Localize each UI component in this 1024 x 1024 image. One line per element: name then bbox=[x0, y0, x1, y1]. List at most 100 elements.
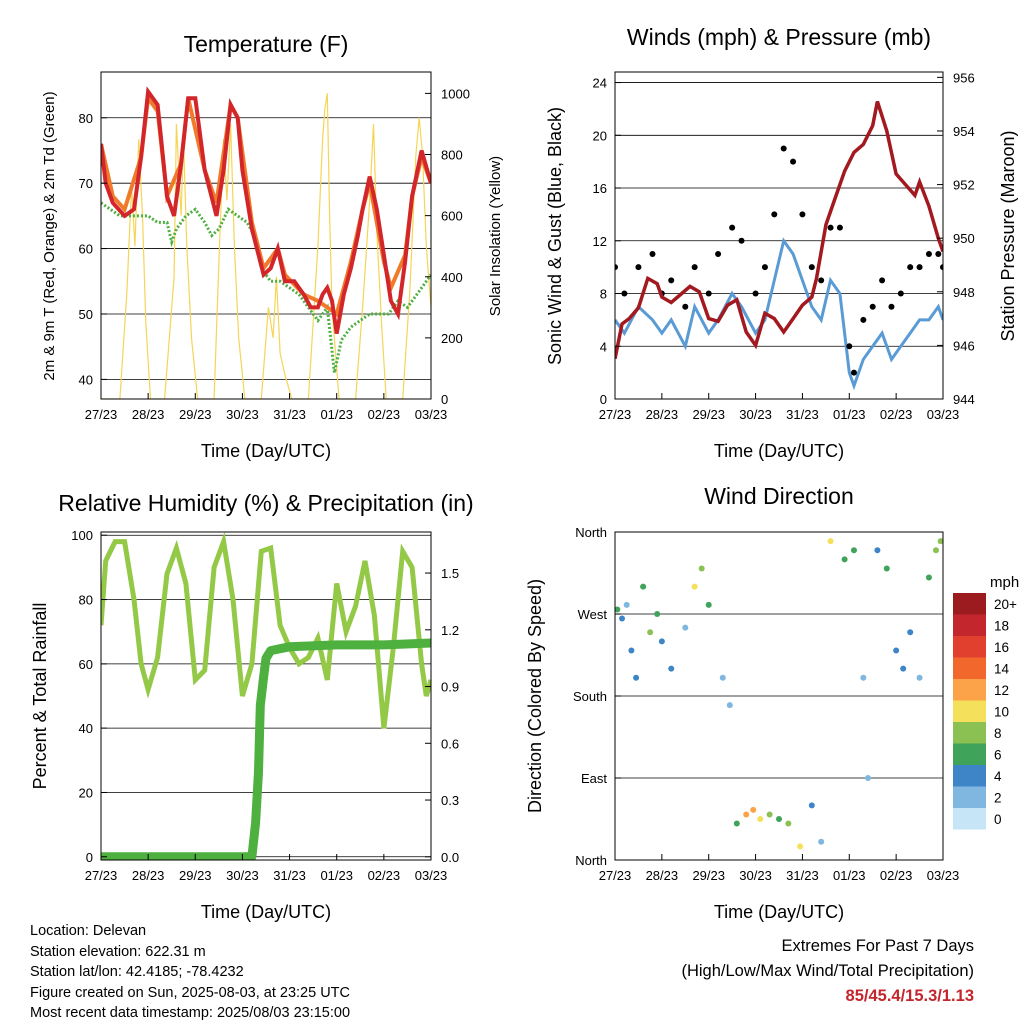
y2-tick-label: 800 bbox=[441, 148, 463, 163]
relative-humidity-line bbox=[101, 532, 431, 729]
gust-point bbox=[888, 303, 895, 310]
station-info: Location: Delevan Station elevation: 622… bbox=[30, 921, 350, 1024]
direction-point bbox=[850, 547, 857, 554]
direction-point bbox=[668, 665, 675, 672]
humidity-plot-frame bbox=[100, 531, 432, 861]
direction-points bbox=[615, 538, 943, 850]
y-tick-label: 50 bbox=[79, 307, 93, 322]
y-tick-label: 40 bbox=[79, 721, 93, 736]
y-tick-label: 40 bbox=[79, 372, 93, 387]
direction-point bbox=[937, 538, 943, 545]
direction-point bbox=[647, 629, 654, 636]
y-tick-label: 8 bbox=[600, 287, 607, 302]
direction-point bbox=[750, 806, 757, 813]
colorbar-swatch bbox=[953, 636, 986, 658]
y2-tick-label: 952 bbox=[953, 178, 975, 193]
direction-point bbox=[619, 615, 626, 622]
direction-point bbox=[865, 775, 872, 781]
timestamp-text: Most recent data timestamp: 2025/08/03 2… bbox=[30, 1005, 351, 1022]
y-tick-label: 80 bbox=[79, 593, 93, 608]
y-tick-label: 0 bbox=[600, 392, 607, 407]
colorbar-swatch bbox=[953, 765, 986, 787]
x-tick-label: 28/23 bbox=[132, 407, 165, 422]
y2-tick-label: 948 bbox=[953, 285, 975, 300]
gust-point bbox=[649, 250, 656, 257]
direction-panel: Wind Direction Direction (Colored By Spe… bbox=[525, 483, 1019, 922]
temperature-ylabel-right: Solar Insolation (Yellow) bbox=[487, 156, 504, 316]
latlon-text: Station lat/lon: 42.4185; -78.4232 bbox=[30, 964, 244, 981]
x-tick-label: 01/23 bbox=[833, 407, 866, 422]
gust-point bbox=[818, 277, 825, 284]
direction-point bbox=[705, 601, 712, 608]
extremes-box: Extremes For Past 7 Days (High/Low/Max W… bbox=[681, 934, 974, 1009]
colorbar-swatch bbox=[953, 593, 986, 615]
gust-point bbox=[850, 369, 857, 376]
y2-tick-label: 1.5 bbox=[441, 566, 459, 581]
direction-point bbox=[785, 820, 792, 827]
gust-point bbox=[907, 264, 914, 271]
gust-point bbox=[752, 290, 759, 297]
gust-point bbox=[879, 277, 886, 284]
colorbar-label: 12 bbox=[994, 683, 1009, 698]
x-tick-label: 31/23 bbox=[786, 868, 819, 883]
colorbar-label: 16 bbox=[994, 640, 1009, 655]
direction-point bbox=[932, 547, 939, 554]
colorbar-label: 8 bbox=[994, 726, 1002, 741]
x-tick-label: 03/23 bbox=[415, 868, 448, 883]
x-tick-label: 01/23 bbox=[833, 868, 866, 883]
y-tick-label: 24 bbox=[593, 76, 607, 91]
direction-point bbox=[907, 629, 914, 636]
colorbar-unit: mph bbox=[990, 574, 1019, 591]
y2-tick-label: 1.2 bbox=[441, 623, 459, 638]
gust-point bbox=[621, 290, 628, 297]
x-tick-label: 31/23 bbox=[273, 407, 306, 422]
x-tick-label: 03/23 bbox=[927, 868, 960, 883]
y-tick-label: 80 bbox=[79, 111, 93, 126]
gust-point bbox=[808, 264, 815, 271]
x-tick-label: 01/23 bbox=[320, 407, 353, 422]
gust-point bbox=[635, 264, 642, 271]
y-tick-label: 60 bbox=[79, 242, 93, 257]
direction-point bbox=[633, 674, 640, 681]
x-tick-label: 28/23 bbox=[646, 868, 679, 883]
x-tick-label: 30/23 bbox=[226, 407, 259, 422]
colorbar-swatch bbox=[953, 614, 986, 636]
humidity-panel: Relative Humidity (%) & Precipitation (i… bbox=[30, 490, 474, 922]
colorbar-swatch bbox=[953, 808, 986, 830]
direction-point bbox=[628, 647, 635, 654]
direction-point bbox=[893, 647, 900, 654]
y-tick-label: 0 bbox=[86, 850, 93, 865]
direction-point bbox=[766, 811, 773, 818]
x-tick-label: 30/23 bbox=[739, 868, 772, 883]
gust-point bbox=[897, 290, 904, 297]
y-tick-label: 20 bbox=[79, 785, 93, 800]
y2-tick-label: 200 bbox=[441, 331, 463, 346]
humidity-title: Relative Humidity (%) & Precipitation (i… bbox=[58, 490, 473, 516]
y-tick-label: 60 bbox=[79, 657, 93, 672]
direction-ylabel-left: Direction (Colored By Speed) bbox=[525, 579, 545, 813]
direction-xlabel: Time (Day/UTC) bbox=[714, 902, 844, 922]
colorbar-label: 2 bbox=[994, 791, 1002, 806]
winds-gridlines bbox=[615, 82, 943, 400]
gust-point bbox=[827, 224, 834, 231]
gust-point bbox=[925, 250, 932, 257]
x-tick-label: 28/23 bbox=[646, 407, 679, 422]
x-tick-label: 03/23 bbox=[415, 407, 448, 422]
x-tick-label: 28/23 bbox=[132, 868, 165, 883]
winds-series bbox=[615, 100, 943, 391]
y-tick-label: West bbox=[578, 607, 608, 622]
winds-ylabel-left: Sonic Wind & Gust (Blue, Black) bbox=[545, 107, 565, 365]
y2-tick-label: 0.0 bbox=[441, 850, 459, 865]
x-tick-label: 30/23 bbox=[226, 868, 259, 883]
winds-title: Winds (mph) & Pressure (mb) bbox=[627, 24, 931, 50]
humidity-ticks: 0 20 40 60 80 100 0.0 0.3 0.6 0.9 1.2 1.5 27/23 28/23… bbox=[71, 528, 459, 883]
colorbar-swatch bbox=[953, 786, 986, 808]
y2-tick-label: 954 bbox=[953, 124, 975, 139]
x-tick-label: 02/23 bbox=[368, 407, 401, 422]
y-tick-label: 12 bbox=[593, 234, 607, 249]
direction-point bbox=[719, 674, 726, 681]
gust-point bbox=[615, 264, 618, 271]
gust-point bbox=[869, 303, 876, 310]
gust-point bbox=[705, 290, 712, 297]
